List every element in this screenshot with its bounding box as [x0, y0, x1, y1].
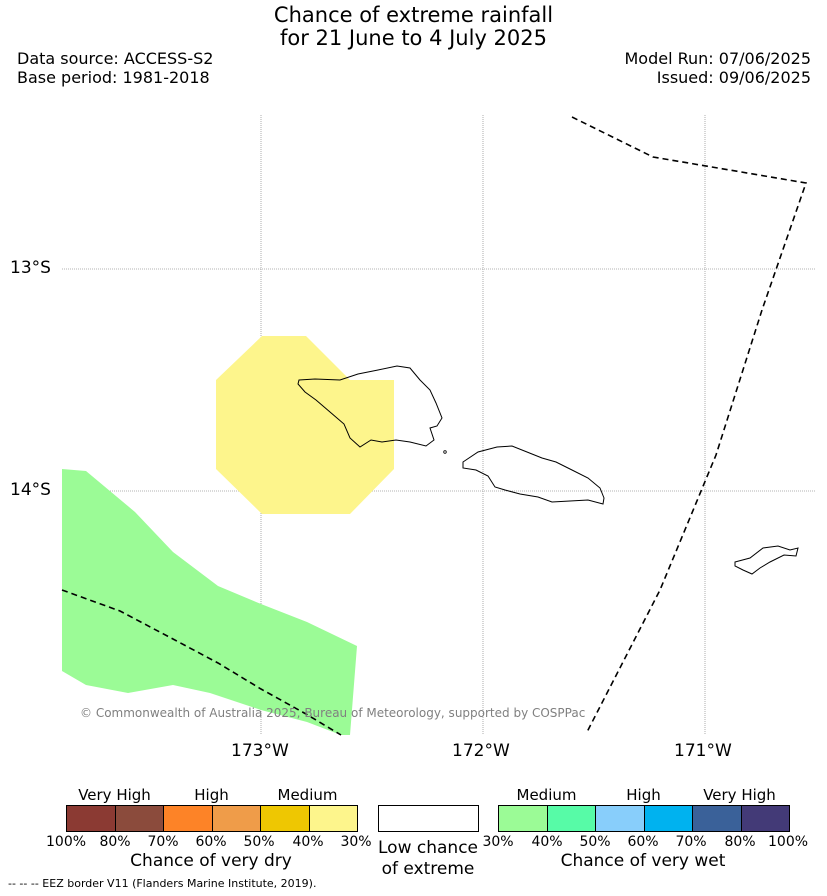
lon-label-173w: 173°W	[231, 741, 289, 761]
low-chance-line-2: of extreme	[381, 859, 475, 879]
medium-dry-region	[216, 336, 394, 514]
wet-legend-title: Chance of very wet	[560, 851, 726, 871]
wet-swatch-3	[596, 806, 645, 831]
savaii-island-outline	[297, 365, 443, 448]
wet-swatch-4	[644, 806, 693, 831]
data-source: Data source: ACCESS-S2	[17, 49, 214, 68]
dry-tick: 30%	[340, 834, 372, 850]
lat-label-13s: 13°S	[10, 258, 51, 278]
lat-label-14s: 14°S	[10, 480, 51, 500]
wet-swatch-2	[547, 806, 596, 831]
lon-label-172w: 172°W	[452, 741, 510, 761]
model-run: Model Run: 07/06/2025	[624, 49, 812, 68]
wet-tick: 30%	[482, 834, 514, 850]
title-line-1: Chance of extreme rainfall	[273, 3, 554, 27]
wet-colorbar	[498, 805, 790, 832]
wet-swatch-5	[693, 806, 742, 831]
dry-group-very-high: Very High	[78, 786, 151, 804]
low-chance-label: Low chance of extreme	[358, 838, 498, 880]
eez-border-southwest	[61, 589, 342, 736]
wet-tick: 40%	[531, 834, 563, 850]
wet-swatch-6	[741, 806, 789, 831]
dry-group-medium: Medium	[277, 786, 338, 804]
wet-tick: 70%	[675, 834, 707, 850]
dry-swatch-6	[309, 806, 357, 831]
dry-swatch-4	[212, 806, 261, 831]
wet-tick: 100%	[768, 834, 809, 850]
copyright-notice: © Commonwealth of Australia 2025, Bureau…	[80, 706, 586, 720]
dry-tick: 70%	[147, 834, 179, 850]
dry-group-high: High	[194, 786, 229, 804]
dry-swatch-3	[164, 806, 213, 831]
issued-date: Issued: 09/06/2025	[656, 68, 811, 87]
map-title: Chance of extreme rainfall for 21 June t…	[0, 4, 827, 50]
dry-swatch-5	[261, 806, 310, 831]
upolu-island-outline	[462, 445, 605, 505]
dry-tick: 50%	[243, 834, 275, 850]
dry-tick: 60%	[195, 834, 227, 850]
dry-swatch-2	[115, 806, 164, 831]
eez-footnote: -- -- -- EEZ border V11 (Flanders Marine…	[8, 877, 317, 890]
wet-tick: 80%	[724, 834, 756, 850]
wet-tick: 50%	[579, 834, 611, 850]
islet-outline	[443, 450, 447, 454]
eez-border	[61, 116, 808, 736]
header-right: Model Run: 07/06/2025 Issued: 09/06/2025	[625, 49, 812, 87]
wet-group-medium: Medium	[516, 786, 577, 804]
wet-tick: 60%	[627, 834, 659, 850]
wet-group-high: High	[626, 786, 661, 804]
eez-border-east	[571, 116, 808, 733]
header-left: Data source: ACCESS-S2 Base period: 1981…	[17, 49, 213, 87]
dry-tick: 100%	[46, 834, 87, 850]
dry-colorbar	[66, 805, 358, 832]
dry-swatch-1	[67, 806, 116, 831]
dry-tick: 80%	[99, 834, 131, 850]
tutuila-island-outline	[734, 545, 799, 575]
base-period: Base period: 1981-2018	[17, 68, 210, 87]
low-chance-swatch	[378, 805, 479, 832]
title-line-2: for 21 June to 4 July 2025	[279, 26, 548, 50]
dry-legend-title: Chance of very dry	[130, 851, 292, 871]
map-canvas	[61, 115, 815, 736]
medium-wet-region	[62, 469, 357, 735]
lon-label-171w: 171°W	[674, 741, 732, 761]
wet-group-very-high: Very High	[703, 786, 776, 804]
dry-tick: 40%	[292, 834, 324, 850]
low-chance-line-1: Low chance	[378, 838, 478, 858]
wet-swatch-1	[499, 806, 548, 831]
